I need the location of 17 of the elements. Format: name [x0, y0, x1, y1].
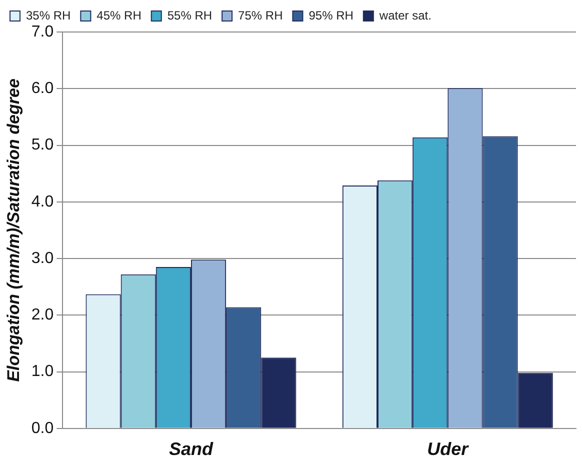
y-tick-label: 7.0	[31, 23, 54, 40]
legend-label: 45% RH	[96, 8, 142, 22]
legend-label: 75% RH	[238, 8, 283, 22]
x-tick-label: Sand	[168, 439, 214, 460]
y-tick-label: 5.0	[31, 136, 54, 154]
y-tick-label: 1.0	[31, 363, 54, 380]
y-axis-title: Elongation (mm/m)/Saturation degree	[4, 78, 23, 382]
legend-label: water sat.	[378, 8, 432, 22]
x-tick-label: Uder	[427, 439, 470, 460]
y-tick-label: 6.0	[31, 80, 54, 98]
y-tick-label: 4.0	[31, 193, 54, 210]
legend-label: 95% RH	[308, 8, 354, 22]
legend-label: 35% RH	[26, 8, 71, 22]
legend-label: 55% RH	[167, 8, 212, 22]
y-tick-label: 3.0	[31, 250, 54, 267]
y-tick-label: 2.0	[31, 306, 54, 324]
y-tick-label: 0.0	[31, 420, 54, 437]
